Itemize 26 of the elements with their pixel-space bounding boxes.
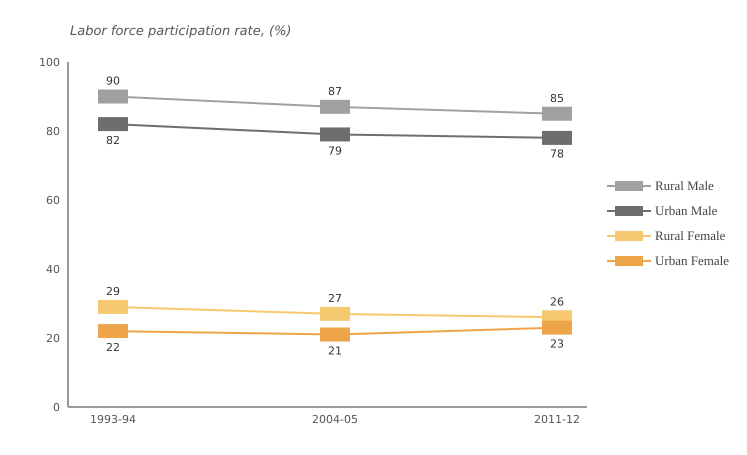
data-label: 27 xyxy=(328,292,342,305)
data-label: 29 xyxy=(106,284,120,298)
y-tick-label: 100 xyxy=(39,56,60,69)
x-tick-label: 2004-05 xyxy=(312,412,358,426)
legend-label: Urban Male xyxy=(654,202,718,218)
y-tick-label: 40 xyxy=(46,262,60,276)
data-label: 87 xyxy=(328,84,342,98)
data-label: 79 xyxy=(328,144,342,158)
data-label: 21 xyxy=(328,344,342,358)
x-tick-label: 2011-12 xyxy=(534,412,580,426)
chart-title: Labor force participation rate, (%) xyxy=(70,24,292,39)
data-label: 90 xyxy=(106,74,120,88)
data-label: 22 xyxy=(106,340,120,354)
data-label: 85 xyxy=(550,92,564,105)
data-label: 82 xyxy=(106,134,120,147)
data-label: 23 xyxy=(550,337,564,350)
legend-label: Rural Male xyxy=(654,178,714,194)
legend-label: Rural Female xyxy=(654,228,726,244)
data-label: 26 xyxy=(550,295,564,308)
y-tick-label: 20 xyxy=(46,332,60,345)
y-tick-label: 60 xyxy=(46,194,60,207)
x-tick-label: 1993-94 xyxy=(90,412,136,426)
legend-label: Urban Female xyxy=(654,252,729,268)
y-tick-label: 0 xyxy=(53,400,60,414)
data-label: 78 xyxy=(550,148,564,161)
y-tick-label: 80 xyxy=(46,124,60,138)
